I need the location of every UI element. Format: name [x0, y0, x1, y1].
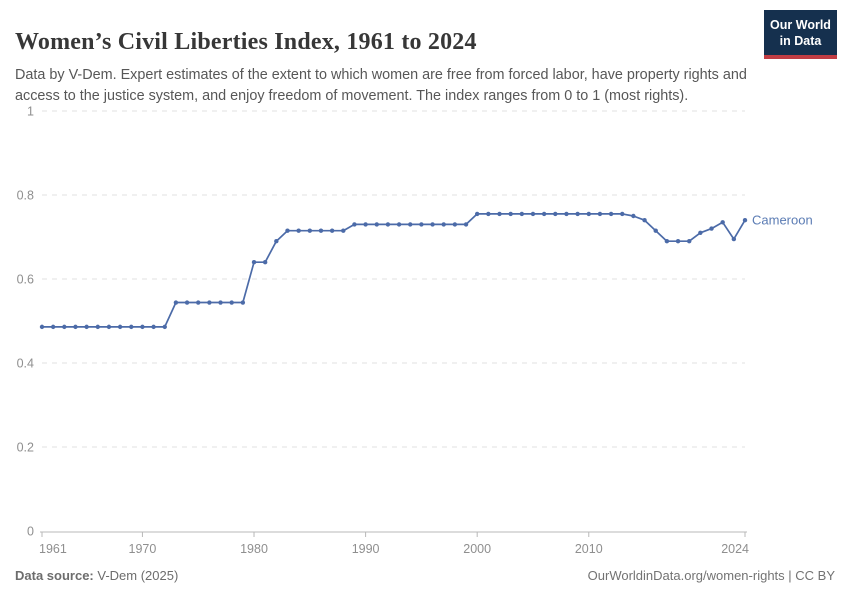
- x-tick-label: 2010: [575, 542, 603, 556]
- data-point[interactable]: [218, 300, 223, 305]
- x-tick-label: 1980: [240, 542, 268, 556]
- data-point[interactable]: [653, 228, 658, 233]
- data-point[interactable]: [173, 300, 179, 305]
- data-point[interactable]: [452, 222, 458, 227]
- data-point[interactable]: [463, 222, 469, 227]
- data-point[interactable]: [519, 211, 525, 217]
- data-point[interactable]: [709, 226, 714, 231]
- data-point[interactable]: [262, 260, 268, 265]
- data-point[interactable]: [675, 239, 681, 244]
- data-point[interactable]: [140, 324, 145, 330]
- data-point[interactable]: [631, 213, 636, 219]
- y-tick-label: 0.2: [17, 441, 34, 455]
- owid-logo-line1: Our World: [770, 18, 831, 32]
- x-tick-label: 1970: [129, 542, 157, 556]
- data-point[interactable]: [352, 222, 357, 227]
- data-source: Data source: V-Dem (2025): [15, 568, 178, 583]
- data-point[interactable]: [597, 211, 603, 217]
- credit-link[interactable]: OurWorldinData.org/women-rights | CC BY: [587, 568, 835, 583]
- data-point[interactable]: [642, 218, 647, 223]
- data-point[interactable]: [162, 324, 167, 330]
- data-point[interactable]: [318, 228, 324, 233]
- data-point[interactable]: [586, 211, 591, 217]
- data-point[interactable]: [385, 222, 391, 227]
- data-point[interactable]: [408, 222, 413, 227]
- data-point[interactable]: [553, 211, 558, 217]
- data-point[interactable]: [564, 211, 569, 217]
- x-tick-label: 1961: [39, 542, 67, 556]
- data-point[interactable]: [251, 260, 257, 265]
- data-point[interactable]: [84, 324, 89, 330]
- data-point[interactable]: [575, 211, 580, 217]
- data-point[interactable]: [608, 211, 614, 217]
- data-point[interactable]: [341, 228, 346, 233]
- data-point[interactable]: [486, 211, 491, 217]
- data-point[interactable]: [73, 324, 78, 330]
- data-point[interactable]: [742, 218, 748, 223]
- data-point[interactable]: [307, 228, 313, 233]
- y-tick-label: 0.4: [17, 357, 34, 371]
- data-point[interactable]: [196, 300, 201, 305]
- data-point[interactable]: [129, 324, 134, 330]
- page-title: Women’s Civil Liberties Index, 1961 to 2…: [15, 29, 477, 56]
- owid-logo[interactable]: Our World in Data: [764, 10, 837, 59]
- data-point[interactable]: [50, 324, 56, 330]
- x-tick-label: 2000: [463, 542, 491, 556]
- data-point[interactable]: [430, 222, 435, 227]
- data-point[interactable]: [296, 228, 301, 233]
- y-tick-label: 1: [27, 105, 34, 119]
- chart-footer: Data source: V-Dem (2025) OurWorldinData…: [15, 568, 835, 583]
- data-point[interactable]: [117, 324, 123, 330]
- data-point[interactable]: [329, 228, 335, 233]
- data-point[interactable]: [95, 324, 100, 330]
- chart-canvas[interactable]: 0 0.2 0.4 0.6 0.8 1 1961 1970 1980 1990 2000 2010 20…: [0, 95, 850, 570]
- data-point[interactable]: [474, 211, 480, 217]
- series-end-label[interactable]: Cameroon: [752, 213, 813, 228]
- data-point[interactable]: [497, 211, 502, 217]
- y-tick-label: 0.6: [17, 273, 34, 287]
- owid-logo-line2: in Data: [779, 34, 822, 48]
- data-point[interactable]: [229, 300, 234, 305]
- data-point[interactable]: [106, 324, 112, 330]
- data-point[interactable]: [530, 211, 536, 217]
- data-point[interactable]: [698, 230, 703, 235]
- data-point[interactable]: [285, 228, 290, 233]
- data-point[interactable]: [184, 300, 190, 305]
- y-tick-label: 0.8: [17, 189, 34, 203]
- x-tick-label: 1990: [352, 542, 380, 556]
- data-point[interactable]: [620, 211, 625, 217]
- data-point[interactable]: [687, 239, 692, 244]
- data-point[interactable]: [240, 300, 246, 305]
- data-point[interactable]: [363, 222, 368, 227]
- data-point[interactable]: [151, 324, 156, 330]
- data-point[interactable]: [508, 211, 513, 217]
- series-line: [41, 213, 746, 328]
- data-point[interactable]: [731, 236, 737, 242]
- data-point[interactable]: [207, 300, 212, 305]
- data-point[interactable]: [62, 324, 67, 330]
- data-point[interactable]: [441, 222, 446, 227]
- data-point[interactable]: [374, 222, 379, 227]
- data-source-label: Data source:: [15, 568, 94, 583]
- data-point[interactable]: [664, 239, 670, 244]
- chart-subtitle: Data by V-Dem. Expert estimates of the e…: [15, 67, 747, 105]
- data-point[interactable]: [39, 324, 45, 330]
- data-point[interactable]: [541, 211, 547, 217]
- x-tick-label: 2024: [721, 542, 749, 556]
- data-point[interactable]: [720, 220, 725, 225]
- data-source-value: V-Dem (2025): [93, 568, 179, 583]
- data-point[interactable]: [419, 222, 424, 227]
- y-tick-label: 0: [27, 525, 34, 539]
- data-point[interactable]: [396, 222, 402, 227]
- data-point[interactable]: [274, 239, 279, 244]
